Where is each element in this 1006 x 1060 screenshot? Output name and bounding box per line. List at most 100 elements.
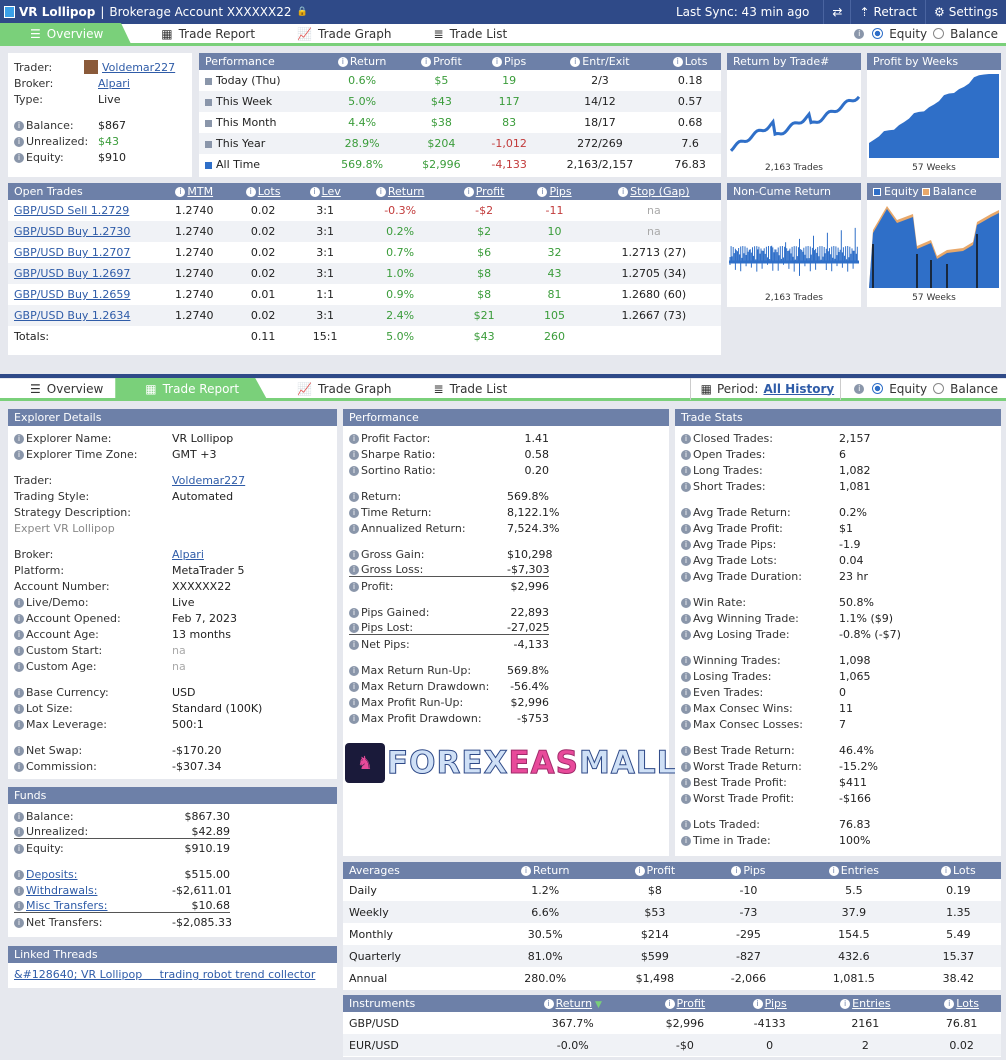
period-value[interactable]: All History (763, 381, 835, 396)
collapse-icon[interactable] (205, 140, 212, 148)
detail-value[interactable]: Voldemar227 (172, 473, 246, 487)
instruments-header-0[interactable]: Instruments (343, 995, 507, 1012)
instruments-header-4[interactable]: i Entries (808, 995, 923, 1012)
expand-icon[interactable] (205, 161, 212, 169)
swap-button[interactable]: ⇄ (823, 0, 850, 24)
open-cell: 10 (522, 221, 587, 242)
balance-radio-2[interactable] (933, 383, 945, 394)
open-header-0[interactable]: Open Trades (8, 183, 158, 200)
period-selector[interactable]: ▦ Period: All History (689, 377, 835, 400)
open-header-2[interactable]: i Lots (230, 183, 296, 200)
lock-icon: 🔒 (296, 7, 308, 17)
perf-header-1[interactable]: i Return (319, 53, 406, 70)
detail-value: $2,996 (510, 579, 550, 593)
collapse-icon[interactable] (205, 77, 212, 85)
instruments-cell: -$0 (638, 1034, 731, 1056)
open-cell[interactable]: GBP/USD Buy 1.2659 (8, 284, 158, 305)
tab-overview[interactable]: ☰ Overview (0, 22, 132, 45)
open-header-6[interactable]: i Pips (522, 183, 587, 200)
table-row[interactable]: Daily 1.2% $8 -10 5.5 0.19 (343, 879, 1001, 901)
instruments-header-2[interactable]: i Profit (638, 995, 731, 1012)
open-cell-text: 1.2667 (73) (621, 309, 687, 322)
table-row[interactable]: GBP/USD Buy 1.2707 1.2740 0.02 3:1 0.7% $6 32 1… (8, 242, 721, 263)
open-cell[interactable]: GBP/USD Sell 1.2729 (8, 200, 158, 221)
detail-key: i Sharpe Ratio: (349, 448, 507, 461)
table-row[interactable]: GBP/USD Sell 1.2729 1.2740 0.02 3:1 -0.3% -$2… (8, 200, 721, 221)
detail-value: 0.58 (524, 447, 550, 461)
table-row[interactable]: Today (Thu) 0.6% $5 19 2/3 0.18 (199, 70, 721, 91)
list-icon: ☰ (30, 26, 41, 41)
detail-value: na (172, 659, 186, 673)
instruments-header-5[interactable]: i Lots (922, 995, 1001, 1012)
tab-trade-list-2[interactable]: ≣ Trade List (404, 378, 520, 400)
table-row[interactable]: GBP/USD Buy 1.2659 1.2740 0.01 1:1 0.9% $8 81 1… (8, 284, 721, 305)
table-row[interactable]: Monthly 30.5% $214 -295 154.5 5.49 (343, 923, 1001, 945)
broker-link[interactable]: Alpari (98, 76, 130, 90)
table-row[interactable]: This Year 28.9% $204 -1,012 272/269 7.6 (199, 133, 721, 154)
table-row[interactable]: This Week 5.0% $43 117 14/12 0.57 (199, 91, 721, 112)
table-row[interactable]: Totals: 0.11 15:1 5.0% $43 260 (8, 326, 721, 347)
detail-value[interactable]: Alpari (172, 547, 204, 561)
perf-header-5[interactable]: i Lots (659, 53, 721, 70)
perf-cell: 0.6% (319, 70, 405, 91)
open-header-3[interactable]: i Lev (295, 183, 355, 200)
tab-trade-graph-2[interactable]: 📈 Trade Graph (267, 378, 403, 400)
averages-header-4[interactable]: i Entries (792, 862, 916, 879)
balance-radio[interactable] (933, 28, 945, 39)
averages-header-1[interactable]: i Return (485, 862, 605, 879)
equity-radio[interactable] (872, 28, 884, 39)
trader-link[interactable]: Voldemar227 (102, 60, 176, 74)
instruments-header-3[interactable]: i Pips (730, 995, 809, 1012)
tab-trade-list[interactable]: ≣ Trade List (404, 23, 520, 45)
perf-header-3[interactable]: i Pips (477, 53, 541, 70)
detail-value: -$166 (839, 791, 871, 805)
collapse-icon[interactable] (205, 119, 212, 127)
open-cell[interactable]: GBP/USD Buy 1.2730 (8, 221, 158, 242)
detail-value: -0.8% (-$7) (839, 627, 901, 641)
retract-button[interactable]: ⇡ Retract (850, 0, 925, 24)
averages-header-0[interactable]: Averages (343, 862, 486, 879)
averages-header-2[interactable]: i Profit (604, 862, 705, 879)
tab-overview-2[interactable]: ☰ Overview (0, 378, 115, 400)
equity-radio-2[interactable] (872, 383, 884, 394)
open-cell: 0.02 (230, 242, 295, 263)
logo-badge-icon: ♞ (345, 743, 385, 783)
table-row[interactable]: EUR/USD -0.0% -$0 0 2 0.02 (343, 1034, 1001, 1056)
table-row[interactable]: All Time 569.8% $2,996 -4,133 2,163/2,157 76.… (199, 154, 721, 175)
averages-cell-text: 154.5 (838, 927, 870, 941)
open-cell[interactable]: GBP/USD Buy 1.2707 (8, 242, 158, 263)
tab-trade-report[interactable]: ▦ Trade Report (131, 23, 267, 45)
settings-button[interactable]: ⚙ Settings (925, 0, 1006, 24)
open-header-7[interactable]: i Stop (Gap) (586, 183, 721, 200)
table-row[interactable]: Weekly 6.6% $53 -73 37.9 1.35 (343, 901, 1001, 923)
table-row[interactable]: This Month 4.4% $38 83 18/17 0.68 (199, 112, 721, 133)
linked-thread-link[interactable]: &#128640; VR Lollipop trading robot tren… (14, 968, 316, 981)
instruments-header-1[interactable]: i Return ▼ (506, 995, 639, 1012)
collapse-icon[interactable] (205, 98, 212, 106)
tab-trade-report-2[interactable]: ▦ Trade Report (115, 377, 268, 400)
averages-header-5[interactable]: i Lots (915, 862, 1001, 879)
open-cell[interactable]: GBP/USD Buy 1.2697 (8, 263, 158, 284)
perf-header-4[interactable]: i Entr/Exit (540, 53, 660, 70)
summary-panel: Trader: Voldemar227 Broker: Alpari Type: Li… (8, 53, 192, 177)
table-row[interactable]: GBP/USD 367.7% $2,996 -4133 2161 76.81 (343, 1012, 1001, 1034)
perf-header-2[interactable]: i Profit (405, 53, 478, 70)
detail-key-label[interactable]: Deposits: (26, 867, 78, 881)
tab-trade-graph[interactable]: 📈 Trade Graph (267, 23, 403, 45)
detail-value: XXXXXX22 (172, 579, 232, 593)
open-header-1[interactable]: i MTM (158, 183, 231, 200)
averages-header-3[interactable]: i Pips (704, 862, 793, 879)
detail-key-label[interactable]: Withdrawals: (26, 883, 98, 897)
perf-header-0[interactable]: Performance (199, 53, 319, 70)
table-row[interactable]: GBP/USD Buy 1.2697 1.2740 0.02 3:1 1.0% $8 43 1… (8, 263, 721, 284)
detail-key-label[interactable]: Misc Transfers: (26, 899, 108, 912)
open-cell[interactable]: GBP/USD Buy 1.2634 (8, 305, 158, 326)
table-row[interactable]: GBP/USD Buy 1.2730 1.2740 0.02 3:1 0.2% $2 10 n… (8, 221, 721, 242)
return-by-trade-chart: Return by Trade# 2,163 Trades (727, 53, 861, 177)
open-header-5[interactable]: i Profit (445, 183, 523, 200)
open-header-4[interactable]: i Return (354, 183, 446, 200)
table-row[interactable]: Annual 280.0% $1,498 -2,066 1,081.5 38.42 (343, 967, 1001, 989)
info-icon: i (349, 465, 359, 476)
table-row[interactable]: Quarterly 81.0% $599 -827 432.6 15.37 (343, 945, 1001, 967)
table-row[interactable]: GBP/USD Buy 1.2634 1.2740 0.02 3:1 2.4% $21 10… (8, 305, 721, 326)
